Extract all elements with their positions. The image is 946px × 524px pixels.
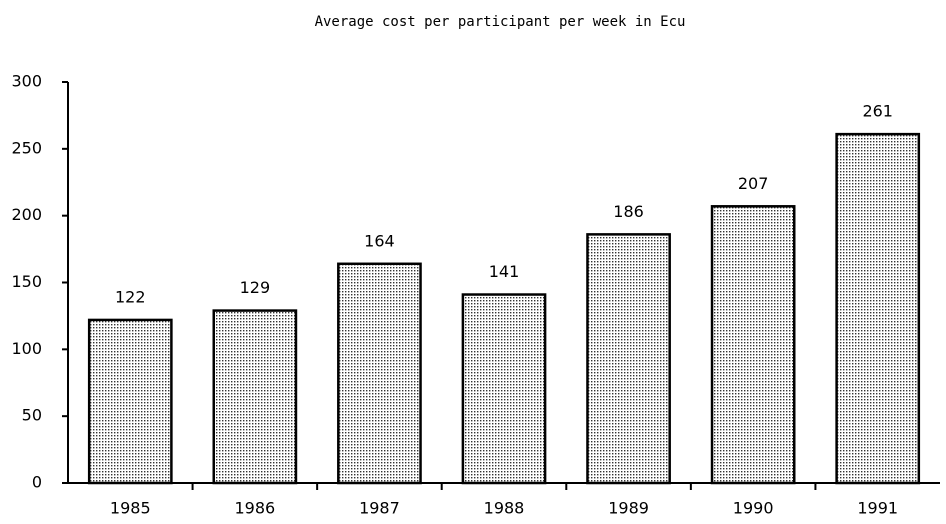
x-tick-label: 1986 [234, 499, 275, 518]
value-label: 207 [738, 174, 769, 193]
x-tick-label: 1989 [608, 499, 649, 518]
value-label: 164 [364, 231, 395, 250]
value-label: 141 [489, 262, 520, 281]
bar [835, 132, 921, 485]
value-label: 129 [240, 278, 271, 297]
bar [710, 205, 796, 485]
bar [212, 309, 298, 485]
y-tick-label: 250 [11, 138, 42, 157]
x-tick-label: 1991 [857, 499, 898, 518]
value-label: 186 [613, 202, 644, 221]
y-tick-label: 200 [11, 205, 42, 224]
chart-title: Average cost per participant per week in… [315, 14, 686, 30]
bar [461, 293, 547, 485]
bar [586, 233, 671, 485]
x-tick-label: 1987 [359, 499, 400, 518]
bar [87, 318, 173, 485]
y-tick-label: 50 [22, 406, 42, 425]
bar [337, 262, 422, 485]
y-tick-label: 300 [11, 72, 42, 91]
y-tick-label: 0 [32, 473, 42, 492]
x-tick-label: 1985 [110, 499, 151, 518]
value-label: 261 [862, 102, 893, 121]
y-tick-label: 150 [11, 272, 42, 291]
x-tick-label: 1990 [733, 499, 774, 518]
y-tick-label: 100 [11, 339, 42, 358]
value-label: 122 [115, 287, 146, 306]
x-tick-label: 1988 [484, 499, 525, 518]
